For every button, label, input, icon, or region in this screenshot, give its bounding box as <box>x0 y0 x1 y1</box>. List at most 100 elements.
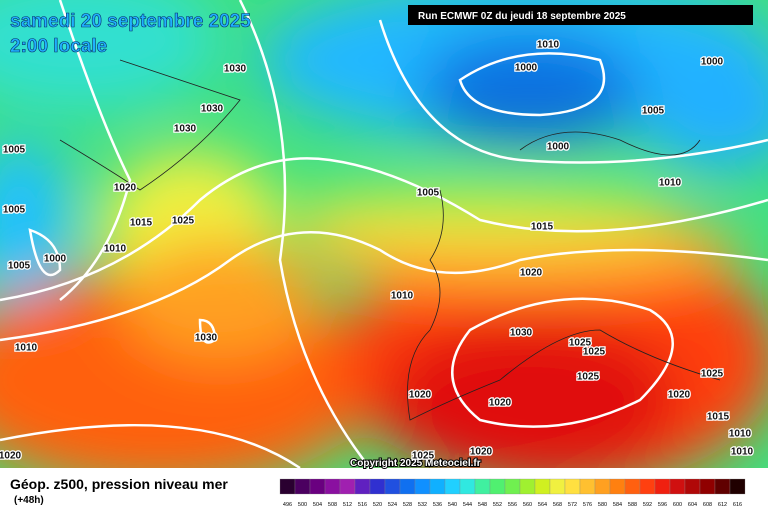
map <box>0 0 768 468</box>
isobar-label: 1025 <box>701 369 724 380</box>
isobar-label: 1005 <box>3 145 26 156</box>
legend-swatch <box>714 478 731 495</box>
legend-swatch <box>279 478 296 495</box>
legend-swatch <box>504 478 521 495</box>
isobar-label: 1020 <box>489 398 512 409</box>
isobar-label: 1030 <box>510 328 533 339</box>
isobar-label: 1010 <box>15 343 38 354</box>
legend: 496 500 504 508 512 516 520 524 528 532 536 540 544 5… <box>279 478 746 508</box>
legend-value: 556 <box>508 502 517 508</box>
run-box <box>408 5 753 25</box>
legend-value: 520 <box>373 502 382 508</box>
legend-value: 580 <box>598 502 607 508</box>
legend-value: 592 <box>643 502 652 508</box>
isobar-label: 1030 <box>201 104 224 115</box>
legend-swatch <box>384 478 401 495</box>
legend-swatch <box>669 478 686 495</box>
isobar-label: 1010 <box>731 447 754 458</box>
isobar-label: 1000 <box>44 254 67 265</box>
isobar-labels: 1010 1000 1000 1030 1030 1030 1005 1005 1000 1010… <box>0 38 755 463</box>
legend-swatch <box>519 478 536 495</box>
legend-value: 540 <box>448 502 457 508</box>
legend-value: 568 <box>553 502 562 508</box>
legend-value: 604 <box>688 502 697 508</box>
legend-value: 532 <box>418 502 427 508</box>
isobar-label: 1025 <box>583 347 606 358</box>
legend-swatch <box>324 478 341 495</box>
isobar-label: 1005 <box>3 205 26 216</box>
legend-value: 616 <box>733 502 742 508</box>
isobar-label: 1020 <box>520 268 543 279</box>
legend-value: 504 <box>313 502 322 508</box>
isobar-label: 1010 <box>391 291 414 302</box>
legend-swatch <box>549 478 566 495</box>
isobar-label: 1015 <box>130 218 153 229</box>
isobar-label: 1005 <box>8 261 31 272</box>
legend-value: 564 <box>538 502 547 508</box>
legend-swatch <box>459 478 476 495</box>
legend-swatch <box>444 478 461 495</box>
isobar-label: 1025 <box>172 216 195 227</box>
legend-swatch <box>654 478 671 495</box>
isobar-label: 1010 <box>104 244 127 255</box>
legend-swatch <box>639 478 656 495</box>
legend-value: 584 <box>613 502 622 508</box>
date-label: samedi 20 septembre 2025 <box>10 11 251 32</box>
legend-swatch <box>624 478 641 495</box>
legend-value: 508 <box>328 502 337 508</box>
isobar-label: 1025 <box>569 338 592 349</box>
legend-value: 600 <box>673 502 682 508</box>
legend-value: 524 <box>388 502 397 508</box>
legend-value: 544 <box>463 502 472 508</box>
isobar-label: 1015 <box>531 222 554 233</box>
legend-value: 500 <box>298 502 307 508</box>
isobar-label: 1030 <box>174 124 197 135</box>
legend-swatch <box>354 478 371 495</box>
legend-swatch <box>414 478 431 495</box>
legend-swatch <box>684 478 701 495</box>
isobar-label: 1000 <box>547 142 570 153</box>
legend-swatch <box>429 478 446 495</box>
isobar-label: 1025 <box>412 451 435 462</box>
legend-value: 552 <box>493 502 502 508</box>
legend-value: 560 <box>523 502 532 508</box>
legend-value: 548 <box>478 502 487 508</box>
isobar-label: 1020 <box>114 183 137 194</box>
legend-swatch <box>294 478 311 495</box>
legend-swatch <box>309 478 326 495</box>
legend-value: 572 <box>568 502 577 508</box>
legend-swatch <box>399 478 416 495</box>
isobar-label: 1010 <box>729 429 752 440</box>
copyright: Copyright 2025 Meteociel.fr <box>350 458 481 469</box>
legend-value: 596 <box>658 502 667 508</box>
isobar-label: 1010 <box>659 178 682 189</box>
time-label: 2:00 locale <box>10 36 107 57</box>
legend-swatch <box>594 478 611 495</box>
footer-lead: (+48h) <box>14 495 44 506</box>
legend-value: 512 <box>343 502 352 508</box>
legend-swatch <box>609 478 626 495</box>
legend-swatch <box>369 478 386 495</box>
isobar-label: 1020 <box>668 390 691 401</box>
legend-swatch <box>474 478 491 495</box>
isobar-label: 1015 <box>707 412 730 423</box>
isobar-label: 1005 <box>417 188 440 199</box>
isobar-label: 1020 <box>409 390 432 401</box>
legend-value: 496 <box>283 502 292 508</box>
isobar-label: 1020 <box>470 447 493 458</box>
legend-swatch <box>534 478 551 495</box>
legend-value: 608 <box>703 502 712 508</box>
legend-value: 612 <box>718 502 727 508</box>
legend-value: 536 <box>433 502 442 508</box>
isobar-label: 1025 <box>577 372 600 383</box>
isobar-label: 1030 <box>195 333 218 344</box>
legend-swatch <box>699 478 716 495</box>
legend-value: 588 <box>628 502 637 508</box>
footer-title: Géop. z500, pression niveau mer <box>10 476 228 492</box>
legend-swatch <box>489 478 506 495</box>
isobar-label: 1030 <box>224 64 247 75</box>
legend-swatch <box>339 478 356 495</box>
legend-swatch <box>579 478 596 495</box>
run-label: Run ECMWF 0Z du jeudi 18 septembre 2025 <box>418 11 626 22</box>
